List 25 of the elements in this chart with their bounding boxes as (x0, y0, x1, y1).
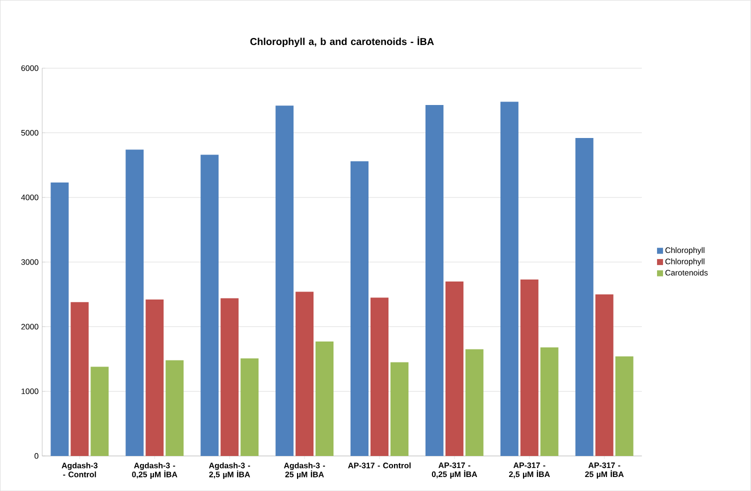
bar (540, 347, 558, 456)
bar (126, 150, 144, 456)
chart-title: Chlorophyll a, b and carotenoids - İBA (250, 36, 434, 47)
bar (296, 292, 314, 456)
bar (465, 349, 484, 456)
bar (595, 294, 614, 456)
bar (445, 281, 464, 456)
bar (370, 298, 388, 456)
bar (575, 138, 594, 456)
bar (50, 182, 69, 456)
bar (220, 298, 239, 456)
bar (615, 356, 634, 456)
bar (166, 360, 184, 456)
bar (146, 299, 164, 456)
bar (500, 102, 518, 456)
bar (350, 161, 369, 456)
bar (70, 302, 89, 456)
bar (240, 358, 259, 456)
bar (520, 279, 538, 456)
bar (390, 362, 408, 456)
bar (276, 106, 294, 456)
bar (316, 341, 334, 456)
bar (90, 366, 109, 456)
bar (425, 104, 444, 456)
bar (200, 154, 219, 456)
